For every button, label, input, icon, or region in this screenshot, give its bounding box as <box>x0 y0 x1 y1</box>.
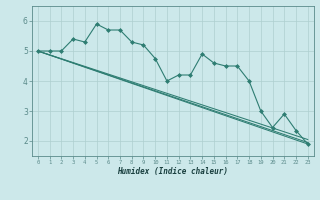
X-axis label: Humidex (Indice chaleur): Humidex (Indice chaleur) <box>117 167 228 176</box>
